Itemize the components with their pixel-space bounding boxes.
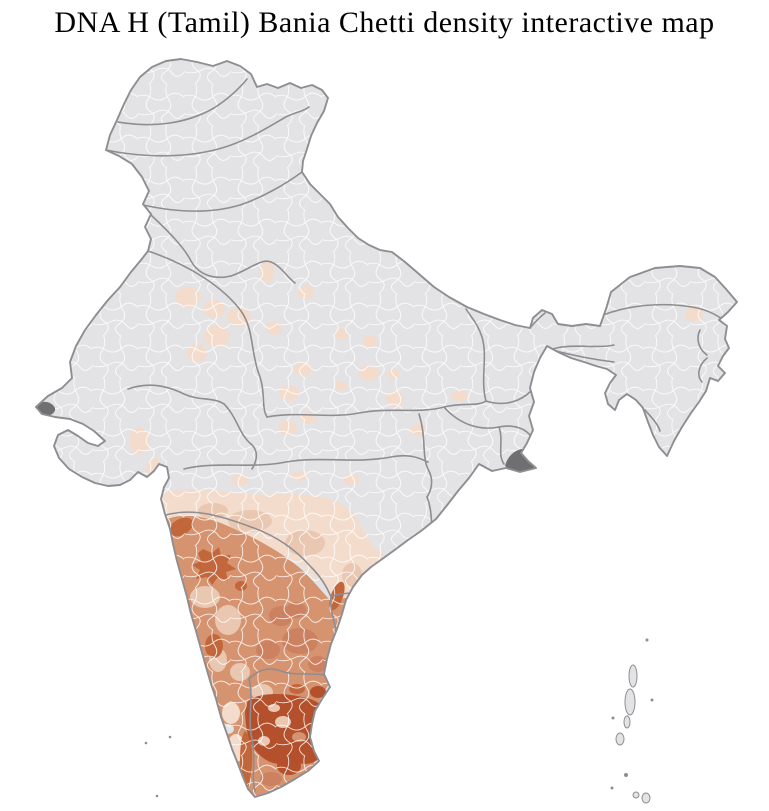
- andaman-nicobar-islands[interactable]: [610, 638, 654, 804]
- page-title: DNA H (Tamil) Bania Chetti density inter…: [54, 6, 715, 39]
- lakshadweep-islands[interactable]: [144, 735, 172, 798]
- district-boundary-mesh: [36, 59, 737, 797]
- district-layers[interactable]: [28, 50, 746, 808]
